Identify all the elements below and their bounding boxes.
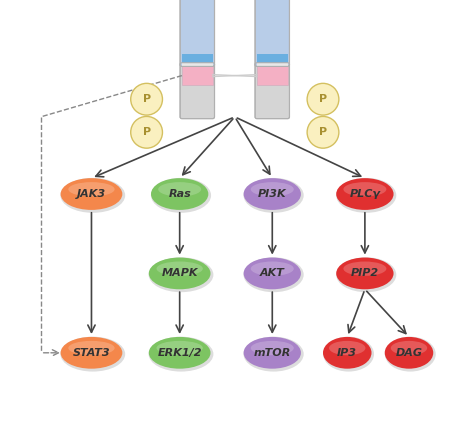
Ellipse shape (151, 178, 211, 213)
Text: STAT3: STAT3 (73, 348, 110, 358)
Text: P: P (319, 127, 327, 137)
Text: Ras: Ras (168, 189, 191, 199)
Text: P: P (143, 127, 151, 137)
Ellipse shape (251, 341, 294, 355)
Ellipse shape (336, 258, 393, 289)
Text: PLCγ: PLCγ (349, 189, 381, 199)
Circle shape (131, 116, 163, 148)
Ellipse shape (60, 336, 125, 372)
Text: P: P (143, 94, 151, 104)
Ellipse shape (244, 258, 301, 289)
Bar (257, 66, 288, 85)
Ellipse shape (244, 178, 304, 213)
FancyBboxPatch shape (180, 63, 215, 119)
Ellipse shape (61, 337, 122, 369)
Ellipse shape (149, 337, 210, 369)
Text: P: P (319, 94, 327, 104)
Ellipse shape (68, 182, 115, 196)
FancyBboxPatch shape (180, 0, 215, 67)
Circle shape (307, 116, 339, 148)
Ellipse shape (385, 337, 433, 369)
Ellipse shape (336, 257, 396, 292)
Text: ERK1/2: ERK1/2 (157, 348, 202, 358)
Ellipse shape (385, 336, 436, 372)
Ellipse shape (251, 182, 294, 196)
Ellipse shape (148, 336, 213, 372)
Text: IP3: IP3 (337, 348, 357, 358)
Circle shape (131, 83, 163, 115)
Bar (182, 63, 213, 66)
FancyBboxPatch shape (255, 0, 290, 67)
Ellipse shape (158, 182, 201, 196)
Ellipse shape (323, 337, 372, 369)
Ellipse shape (156, 341, 203, 355)
Bar (257, 54, 288, 63)
Circle shape (307, 83, 339, 115)
Bar (182, 54, 213, 63)
Ellipse shape (391, 341, 427, 355)
Ellipse shape (343, 262, 386, 276)
Ellipse shape (244, 337, 301, 369)
Ellipse shape (151, 178, 209, 210)
Ellipse shape (323, 336, 374, 372)
Text: JAK3: JAK3 (77, 189, 106, 199)
Ellipse shape (61, 178, 122, 210)
Ellipse shape (244, 257, 304, 292)
Ellipse shape (148, 257, 213, 292)
Ellipse shape (149, 258, 210, 289)
Text: PIP2: PIP2 (351, 269, 379, 278)
Bar (257, 63, 288, 66)
Ellipse shape (60, 178, 125, 213)
Ellipse shape (68, 341, 115, 355)
Text: mTOR: mTOR (254, 348, 291, 358)
Ellipse shape (343, 182, 386, 196)
Text: AKT: AKT (260, 269, 285, 278)
Ellipse shape (244, 336, 304, 372)
Text: MAPK: MAPK (162, 269, 198, 278)
FancyBboxPatch shape (255, 63, 290, 119)
Ellipse shape (329, 341, 365, 355)
Ellipse shape (244, 178, 301, 210)
Ellipse shape (156, 262, 203, 276)
Text: PI3K: PI3K (258, 189, 287, 199)
Ellipse shape (336, 178, 393, 210)
Text: DAG: DAG (395, 348, 422, 358)
Ellipse shape (336, 178, 396, 213)
Bar (182, 66, 213, 85)
Ellipse shape (251, 262, 294, 276)
